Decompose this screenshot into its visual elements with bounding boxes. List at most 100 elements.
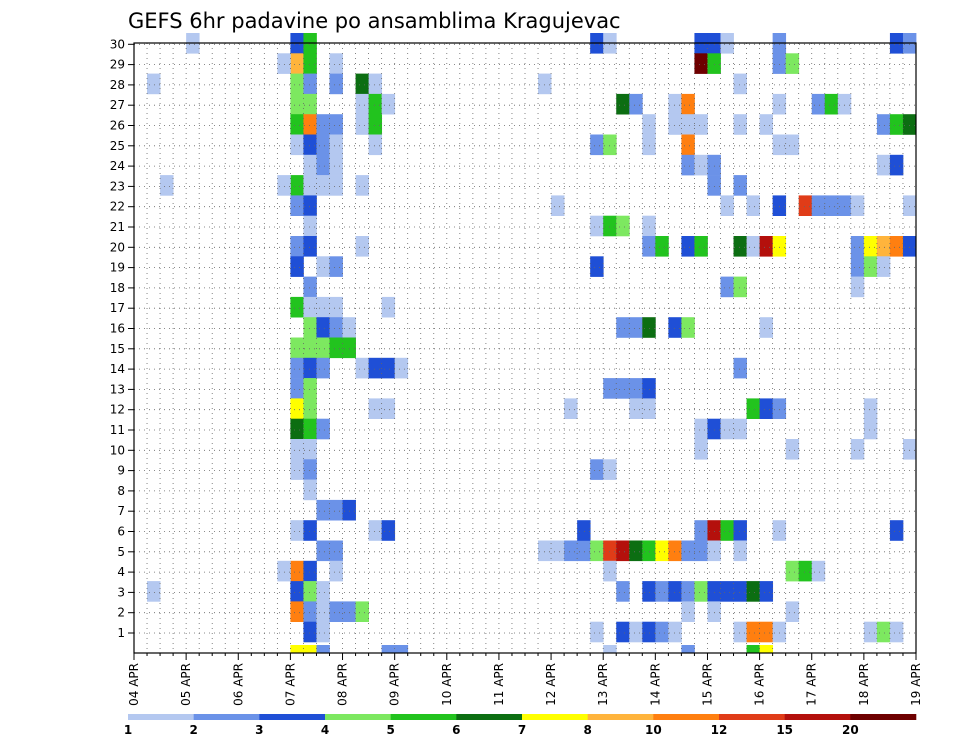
- heatmap-cell: [564, 398, 578, 419]
- heatmap-cell: [707, 601, 721, 622]
- colorbar-swatch: [259, 714, 326, 720]
- y-tick-label: 12: [110, 403, 125, 417]
- heatmap-cell: [381, 296, 396, 318]
- heatmap-cell: [772, 398, 787, 419]
- colorbar-swatch: [850, 714, 917, 720]
- heatmap-cell: [355, 73, 369, 95]
- heatmap-cell: [147, 73, 161, 95]
- heatmap-cell: [616, 540, 630, 562]
- heatmap-cell: [863, 236, 878, 257]
- colorbar-swatch: [128, 714, 194, 720]
- heatmap-cell: [381, 520, 396, 541]
- heatmap-cell: [316, 154, 330, 176]
- heatmap-cell: [850, 195, 865, 216]
- heatmap-cell: [629, 93, 643, 115]
- heatmap-cell: [785, 53, 800, 74]
- y-tick-label: 16: [110, 322, 125, 336]
- heatmap-cell: [772, 53, 787, 74]
- y-tick-label: 25: [110, 139, 125, 153]
- y-tick-label: 29: [110, 58, 125, 72]
- heatmap-cell: [316, 645, 330, 653]
- heatmap-cell: [303, 154, 317, 176]
- heatmap-cell: [303, 337, 317, 359]
- heatmap-cell: [590, 459, 604, 480]
- heatmap-cell: [759, 621, 774, 643]
- heatmap-cell: [733, 175, 747, 196]
- heatmap-cell: [290, 601, 304, 622]
- heatmap-cell: [564, 540, 578, 562]
- heatmap-cell: [746, 236, 760, 257]
- heatmap-cell: [329, 601, 343, 622]
- heatmap-cell: [681, 154, 695, 176]
- heatmap-cell: [290, 93, 304, 115]
- y-tick-label: 5: [117, 545, 125, 559]
- heatmap-cell: [720, 520, 734, 541]
- heatmap-cell: [277, 175, 291, 196]
- heatmap-cell: [303, 621, 317, 643]
- heatmap-cell: [329, 175, 343, 196]
- heatmap-cell: [329, 296, 343, 318]
- x-axis: 04 APR 05 APR 06 APR 07 APR 08 APR 09 APR 10 A…: [127, 653, 923, 706]
- heatmap-cell: [603, 134, 617, 156]
- heatmap-cell: [642, 540, 656, 562]
- heatmap-cell: [303, 560, 317, 582]
- heatmap-cell: [316, 357, 330, 379]
- heatmap-cell: [303, 601, 317, 622]
- heatmap-cell: [316, 601, 330, 622]
- heatmap-cell: [785, 601, 800, 622]
- heatmap-cell: [694, 418, 708, 440]
- heatmap-cell: [290, 73, 304, 95]
- heatmap-cell: [603, 560, 617, 582]
- heatmap-cell: [355, 601, 369, 622]
- heatmap-cell: [655, 236, 669, 257]
- heatmap-cell: [642, 114, 656, 135]
- heatmap-cell: [316, 540, 330, 562]
- heatmap-cell: [303, 236, 317, 257]
- heatmap-cell: [694, 581, 708, 602]
- heatmap-cell: [668, 581, 682, 602]
- heatmap-cell: [316, 256, 330, 277]
- heatmap-cell: [707, 520, 721, 541]
- heatmap-cell: [303, 317, 317, 338]
- y-tick-label: 15: [110, 342, 125, 356]
- heatmap-cell: [642, 317, 656, 338]
- heatmap-cell: [681, 601, 695, 622]
- x-tick-label: 12 APR: [544, 663, 558, 706]
- heatmap-cell: [368, 134, 383, 156]
- heatmap-cell: [707, 581, 721, 602]
- heatmap-cell: [681, 581, 695, 602]
- heatmap-cell: [290, 378, 304, 399]
- y-tick-label: 10: [110, 443, 125, 457]
- x-tick-label: 17 APR: [805, 663, 819, 706]
- heatmap-cell: [303, 73, 317, 95]
- heatmap-cell: [381, 93, 396, 115]
- heatmap-cell: [290, 296, 304, 318]
- heatmap-cell: [342, 317, 356, 338]
- y-tick-label: 11: [110, 423, 125, 437]
- y-tick-label: 1: [117, 626, 125, 640]
- x-tick-label: 05 APR: [179, 663, 193, 706]
- heatmap-cell: [733, 114, 747, 135]
- colorbar-swatch: [587, 714, 654, 720]
- heatmap-cell: [863, 256, 878, 277]
- colorbar-label: 5: [386, 723, 394, 737]
- heatmap-cell: [303, 134, 317, 156]
- colorbar-label: 4: [321, 723, 329, 737]
- heatmap-cell: [785, 560, 800, 582]
- heatmap-cell: [316, 337, 330, 359]
- x-tick-label: 08 APR: [336, 663, 350, 706]
- heatmap-cell: [355, 175, 369, 196]
- heatmap-cell: [303, 479, 317, 501]
- x-tick-label: 06 APR: [231, 663, 245, 706]
- heatmap-cell: [538, 540, 552, 562]
- colorbar-label: 15: [776, 723, 793, 737]
- heatmap-cell: [590, 621, 604, 643]
- y-tick-label: 19: [110, 261, 125, 275]
- heatmap-cell: [837, 93, 852, 115]
- heatmap-cell: [655, 581, 669, 602]
- heatmap-cell: [733, 73, 747, 95]
- y-tick-label: 8: [117, 484, 125, 498]
- heatmap-cell: [590, 134, 604, 156]
- heatmap-cell: [316, 114, 330, 135]
